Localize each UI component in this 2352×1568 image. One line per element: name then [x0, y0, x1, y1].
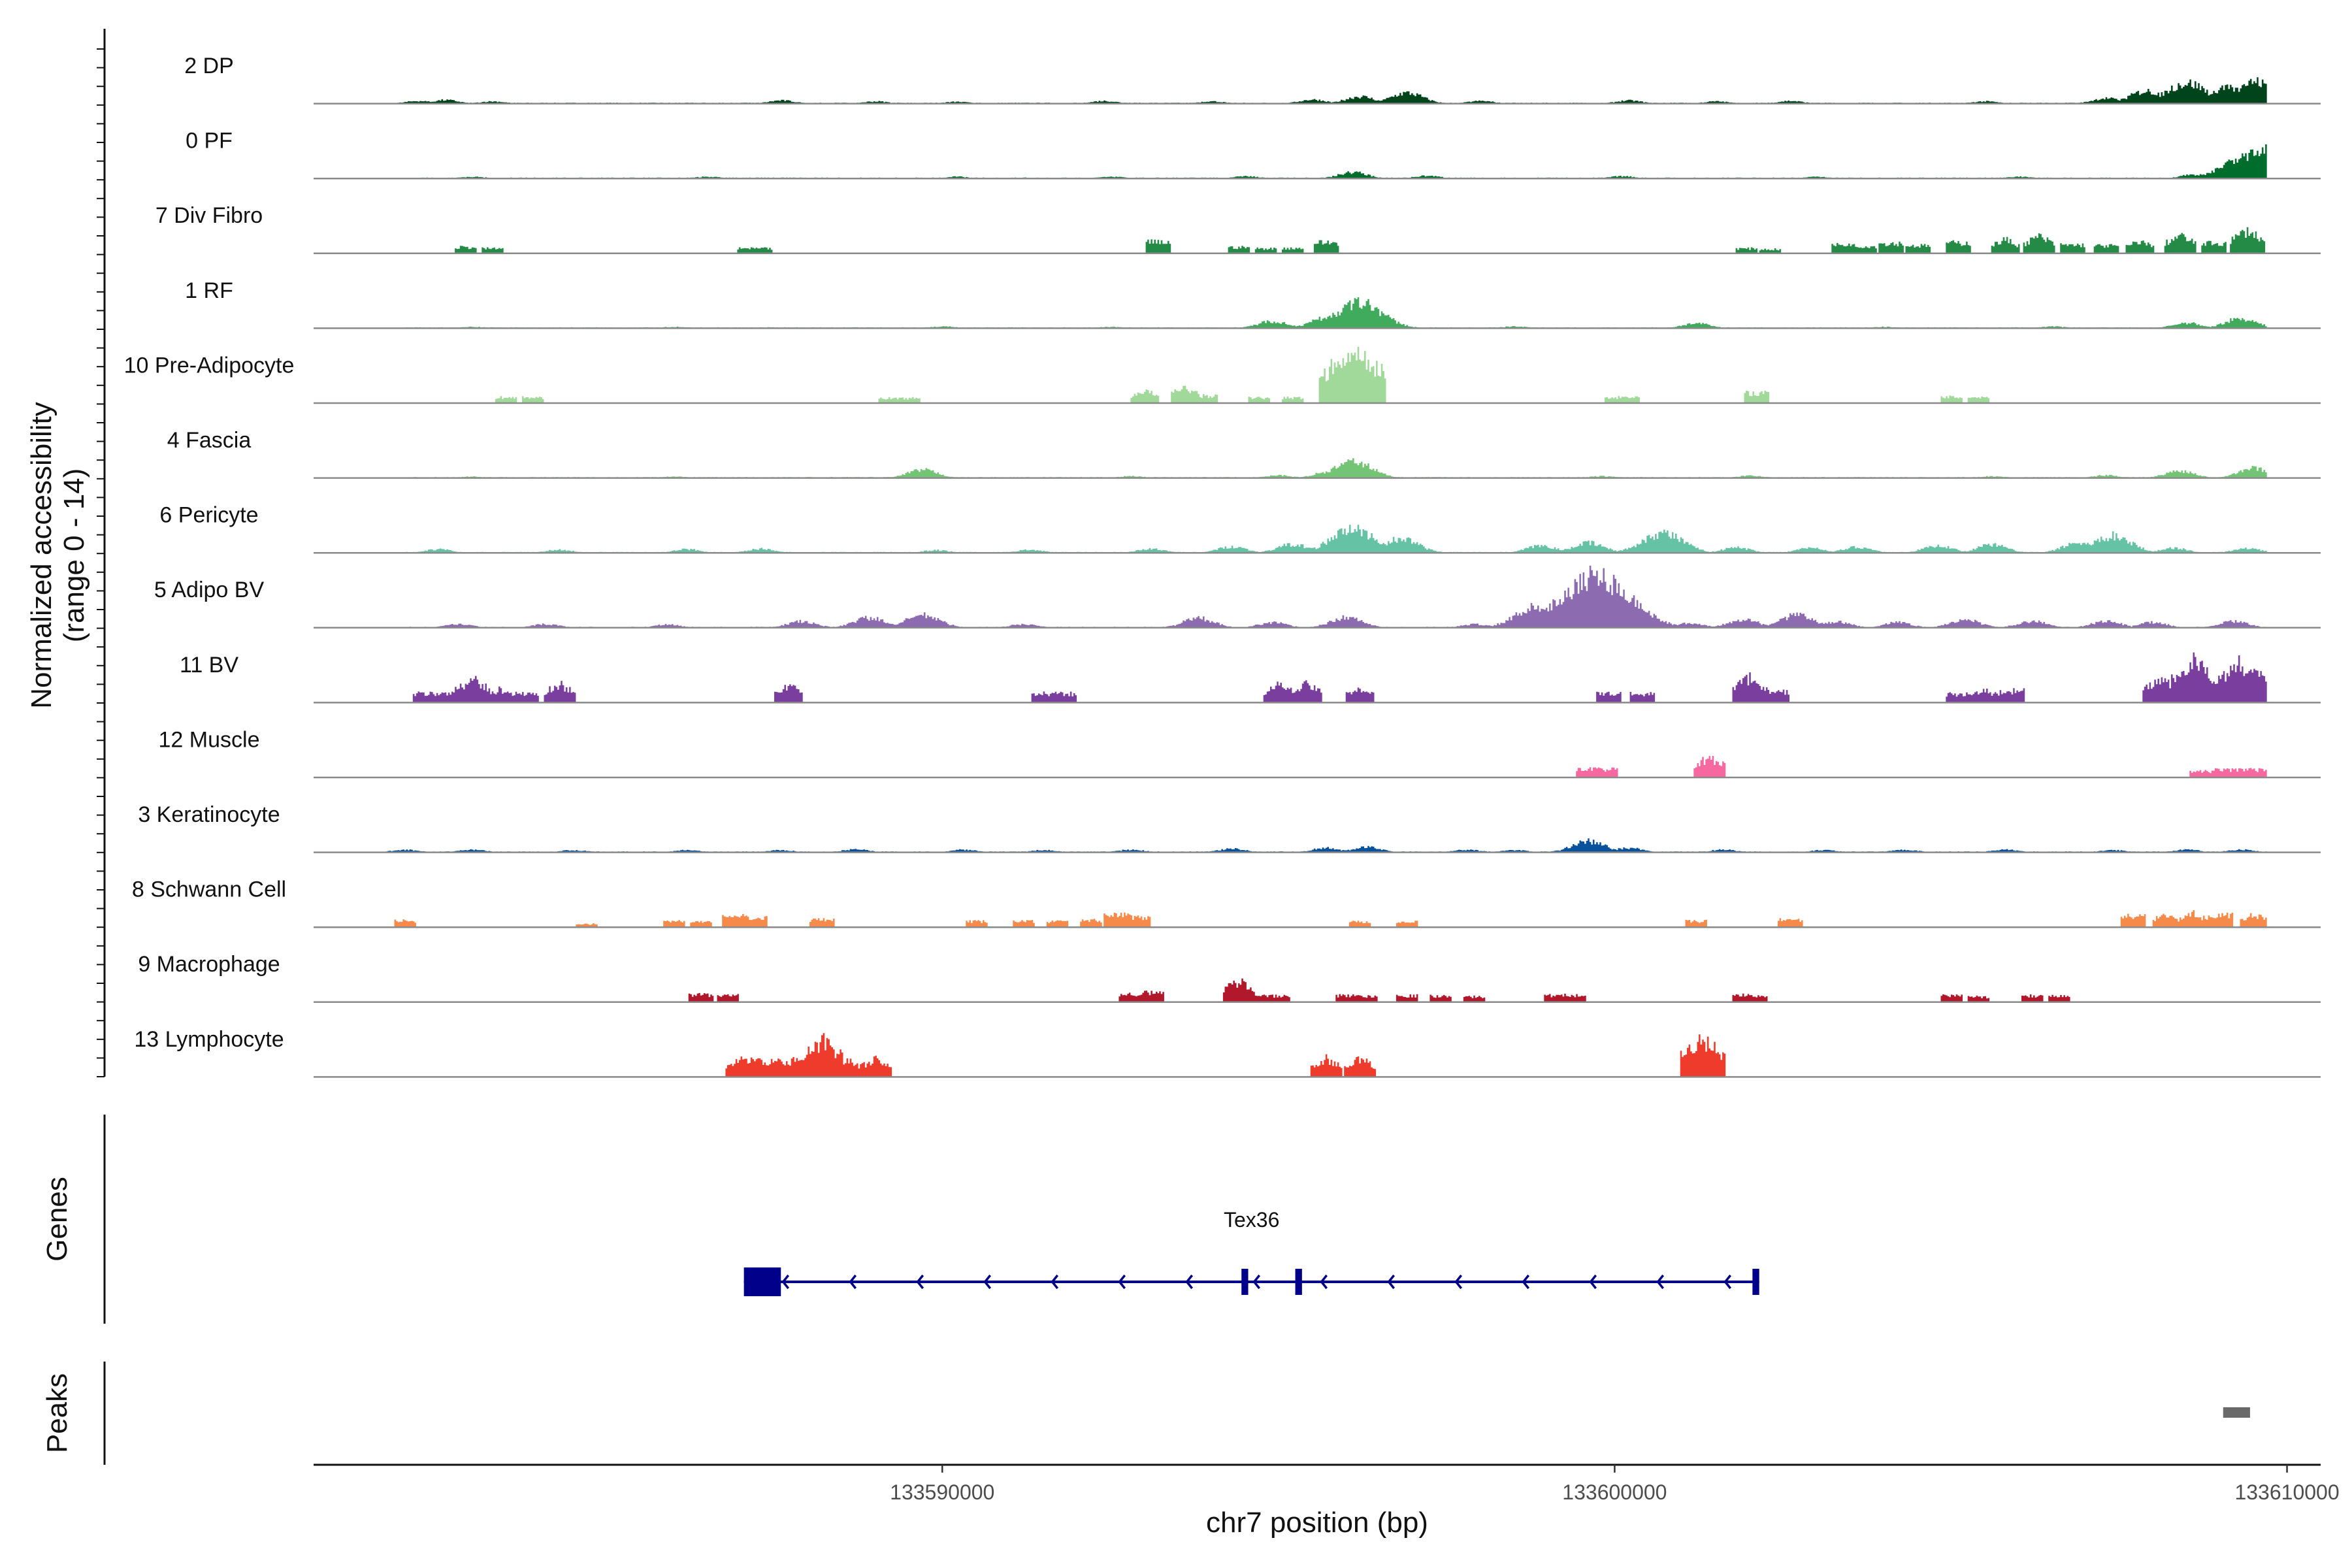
track-6-pericyte: 6 Pericyte: [159, 503, 2321, 554]
coverage-area: [314, 77, 2267, 104]
coverage-area: [314, 838, 2267, 853]
coverage-area: [314, 1033, 2267, 1077]
strand-arrow: [1656, 1274, 1665, 1290]
coverage-area: [314, 978, 2267, 1002]
coverage-tracks: 2 DP 0 PF 7 Div Fibro 1 RF 10 Pre-Adipocyte 4…: [124, 54, 2321, 1078]
strand-arrow: [983, 1274, 992, 1290]
strand-arrow: [1723, 1274, 1732, 1290]
track-label: 4 Fascia: [167, 428, 252, 453]
track-label: 10 Pre-Adipocyte: [124, 353, 295, 378]
track-label: 0 PF: [186, 129, 233, 154]
strand-arrow: [1387, 1274, 1396, 1290]
strand-arrow: [1252, 1274, 1261, 1290]
track-12-muscle: 12 Muscle: [159, 727, 2321, 779]
gene-exon: [743, 1267, 781, 1296]
track-2-dp: 2 DP: [184, 54, 2321, 105]
track-4-fascia: 4 Fascia: [167, 428, 2321, 479]
strand-arrow: [1051, 1274, 1059, 1290]
y-axis-title-line2: (range 0 - 14): [58, 468, 90, 643]
gene-exon: [1295, 1269, 1302, 1295]
x-tick-label: 133610000: [2234, 1480, 2339, 1504]
strand-arrow: [1522, 1274, 1530, 1290]
x-axis-ticks: 133590000 133600000 133610000: [890, 1465, 2340, 1504]
track-label: 3 Keratinocyte: [138, 802, 280, 827]
x-axis-title: chr7 position (bp): [1206, 1507, 1428, 1539]
gene-exon: [1752, 1269, 1759, 1295]
strand-arrow: [781, 1274, 790, 1290]
track-7-div-fibro: 7 Div Fibro: [155, 203, 2321, 255]
track-13-lymphocyte: 13 Lymphocyte: [134, 1027, 2321, 1078]
gene-name-label: Tex36: [1224, 1208, 1279, 1232]
x-tick-label: 133600000: [1562, 1480, 1667, 1504]
y-axis-title-line1: Normalized accessibility: [25, 402, 57, 708]
track-label: 9 Macrophage: [138, 952, 280, 977]
peak-regions: [2223, 1407, 2250, 1418]
track-label: 5 Adipo BV: [154, 578, 265, 602]
coverage-area: [314, 565, 2267, 628]
strand-arrow: [1185, 1274, 1194, 1290]
coverage-y-axis-ticks: [97, 48, 105, 1077]
coverage-area: [314, 346, 2267, 403]
strand-arrow: [916, 1274, 924, 1290]
coverage-area: [314, 458, 2267, 478]
track-9-macrophage: 9 Macrophage: [138, 952, 2321, 1004]
coverage-area: [314, 144, 2267, 179]
coverage-area: [314, 297, 2267, 329]
strand-arrow: [1454, 1274, 1463, 1290]
track-label: 13 Lymphocyte: [134, 1027, 284, 1052]
track-5-adipo-bv: 5 Adipo BV: [154, 565, 2321, 629]
track-11-bv: 11 BV: [180, 652, 2321, 704]
track-8-schwann-cell: 8 Schwann Cell: [132, 877, 2321, 928]
strand-arrow: [1320, 1274, 1328, 1290]
coverage-area: [314, 227, 2267, 253]
track-0-pf: 0 PF: [186, 129, 2321, 180]
track-label: 2 DP: [184, 54, 234, 78]
peak-region: [2223, 1407, 2250, 1418]
track-label: 6 Pericyte: [159, 503, 258, 528]
coverage-area: [314, 756, 2267, 777]
strand-arrow: [1589, 1274, 1597, 1290]
peaks-panel-title: Peaks: [41, 1373, 73, 1453]
track-label: 11 BV: [180, 653, 238, 678]
genes-panel-title: Genes: [41, 1177, 73, 1262]
track-1-rf: 1 RF: [185, 278, 2321, 329]
coverage-area: [314, 652, 2267, 703]
track-label: 12 Muscle: [159, 727, 260, 752]
coverage-area: [314, 525, 2267, 553]
gene-model-tex36: [743, 1267, 1759, 1296]
strand-arrow: [1118, 1274, 1126, 1290]
track-10-pre-adipocyte: 10 Pre-Adipocyte: [124, 346, 2321, 404]
track-label: 8 Schwann Cell: [132, 877, 286, 902]
gene-exon: [1241, 1269, 1249, 1295]
track-label: 1 RF: [185, 278, 233, 303]
track-label: 7 Div Fibro: [155, 203, 263, 228]
coverage-area: [314, 910, 2267, 928]
track-3-keratinocyte: 3 Keratinocyte: [138, 802, 2321, 853]
x-tick-label: 133590000: [890, 1480, 994, 1504]
strand-arrow: [849, 1274, 857, 1290]
